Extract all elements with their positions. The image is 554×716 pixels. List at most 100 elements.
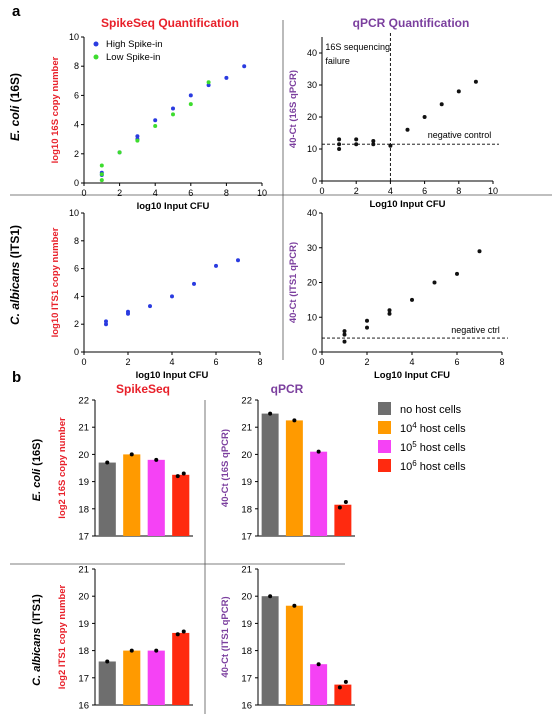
bar bbox=[147, 459, 165, 536]
replicate-point bbox=[337, 505, 342, 510]
data-point bbox=[371, 142, 376, 147]
annotation-negative-ctrl: negative ctrl bbox=[451, 325, 500, 335]
data-point bbox=[153, 124, 158, 129]
y-axis-label: log2 ITS1 copy number bbox=[57, 584, 68, 689]
x-tick-label: 10 bbox=[257, 188, 267, 198]
y-tick-label: 8 bbox=[74, 61, 79, 71]
bar bbox=[123, 650, 141, 705]
data-point bbox=[99, 178, 104, 183]
x-tick-label: 0 bbox=[319, 357, 324, 367]
y-tick-label: 17 bbox=[78, 532, 89, 543]
data-point bbox=[365, 325, 369, 330]
y-tick-label: 0 bbox=[74, 178, 79, 188]
x-tick-label: 8 bbox=[257, 357, 262, 367]
y-axis-label: 40-Ct (16S qPCR) bbox=[220, 429, 231, 507]
panel-b-label: b bbox=[12, 369, 21, 386]
legend-label: High Spike-in bbox=[106, 39, 163, 50]
y-tick-label: 6 bbox=[74, 90, 79, 100]
x-axis-label: Log10 Input CFU bbox=[370, 199, 446, 210]
x-axis-label: log10 Input CFU bbox=[136, 370, 209, 381]
bar bbox=[98, 462, 116, 536]
data-point bbox=[387, 311, 392, 316]
replicate-point bbox=[343, 500, 348, 504]
row-label-calb-b: C. albicans (ITS1) bbox=[31, 594, 43, 686]
data-point bbox=[387, 308, 392, 313]
chart-b3: 16 17 18 19 20 21 log2 ITS1 copy number bbox=[57, 565, 193, 712]
replicate-point bbox=[181, 471, 186, 476]
data-point bbox=[236, 258, 240, 263]
y-tick-label: 20 bbox=[241, 592, 252, 603]
y-tick-label: 10 bbox=[69, 32, 79, 42]
y-tick-label: 10 bbox=[69, 208, 79, 218]
y-tick-label: 21 bbox=[78, 423, 89, 434]
title-qpcr: qPCR bbox=[271, 382, 304, 396]
chart-b2: 17 18 19 20 21 22 40-Ct (16S qPCR) bbox=[220, 396, 355, 543]
y-tick-label: 18 bbox=[78, 646, 89, 657]
data-point bbox=[188, 102, 193, 107]
chart-a4: 0 2 4 6 8 0 10 20 30 40 Log10 Input CFU 40-Ct (ITS1… bbox=[288, 208, 508, 381]
data-point bbox=[371, 139, 376, 143]
row-label-ecoli-b: E. coli (16S) bbox=[31, 438, 43, 501]
y-tick-label: 20 bbox=[307, 112, 317, 122]
bar bbox=[147, 650, 165, 705]
replicate-point bbox=[268, 411, 273, 416]
y-axis-label: log10 16S copy number bbox=[50, 56, 61, 163]
x-axis-label: log10 Input CFU bbox=[137, 201, 210, 212]
replicate-point bbox=[337, 685, 342, 690]
annotation-negative-control: negative control bbox=[428, 130, 492, 140]
legend-b-label-0: no host cells bbox=[400, 404, 462, 416]
data-point bbox=[365, 318, 369, 323]
y-axis-label: 40-Ct (ITS1 qPCR) bbox=[288, 242, 299, 323]
y-tick-label: 20 bbox=[78, 592, 89, 603]
bar bbox=[285, 420, 303, 536]
x-tick-label: 4 bbox=[409, 357, 414, 367]
data-point bbox=[148, 304, 152, 309]
y-tick-label: 20 bbox=[78, 450, 89, 461]
replicate-point bbox=[292, 603, 297, 608]
data-point bbox=[117, 150, 122, 155]
data-point bbox=[354, 142, 359, 147]
replicate-point bbox=[292, 418, 297, 423]
legend-b-label-3: 106 host cells bbox=[400, 459, 466, 473]
data-point bbox=[342, 332, 347, 337]
y-tick-label: 20 bbox=[307, 278, 317, 288]
y-tick-label: 17 bbox=[241, 673, 252, 684]
data-point bbox=[171, 112, 175, 117]
y-tick-label: 10 bbox=[307, 312, 317, 322]
data-point bbox=[99, 172, 104, 177]
y-tick-label: 2 bbox=[74, 149, 79, 159]
x-tick-label: 0 bbox=[319, 186, 324, 196]
x-tick-label: 8 bbox=[499, 357, 504, 367]
y-tick-label: 16 bbox=[78, 701, 89, 712]
data-point bbox=[342, 329, 347, 334]
y-tick-label: 19 bbox=[241, 619, 252, 630]
y-tick-label: 18 bbox=[78, 504, 89, 515]
bar bbox=[123, 454, 141, 536]
data-point bbox=[439, 102, 444, 107]
bar bbox=[172, 632, 190, 705]
y-tick-label: 30 bbox=[307, 243, 317, 253]
bar bbox=[98, 661, 116, 705]
data-point bbox=[135, 134, 140, 139]
data-point bbox=[337, 142, 342, 147]
chart-a1: 0 2 4 6 8 10 0 2 4 6 8 10 log10 Input CFU log10 16S c… bbox=[50, 32, 267, 212]
y-axis-label: log10 ITS1 copy number bbox=[50, 227, 61, 337]
data-point bbox=[206, 83, 211, 88]
data-point bbox=[473, 79, 478, 84]
legend-b-label-1: 104 host cells bbox=[400, 421, 466, 435]
data-point bbox=[224, 75, 229, 80]
x-tick-label: 8 bbox=[224, 188, 229, 198]
data-point bbox=[104, 319, 108, 324]
y-tick-label: 30 bbox=[307, 80, 317, 90]
replicate-point bbox=[105, 659, 110, 664]
x-tick-label: 6 bbox=[188, 188, 193, 198]
data-point bbox=[337, 147, 342, 151]
x-tick-label: 2 bbox=[117, 188, 122, 198]
y-tick-label: 18 bbox=[241, 646, 252, 657]
x-tick-label: 6 bbox=[213, 357, 218, 367]
y-tick-label: 18 bbox=[241, 504, 252, 515]
y-tick-label: 40 bbox=[307, 208, 317, 218]
data-point bbox=[405, 127, 410, 132]
data-point bbox=[455, 271, 459, 276]
